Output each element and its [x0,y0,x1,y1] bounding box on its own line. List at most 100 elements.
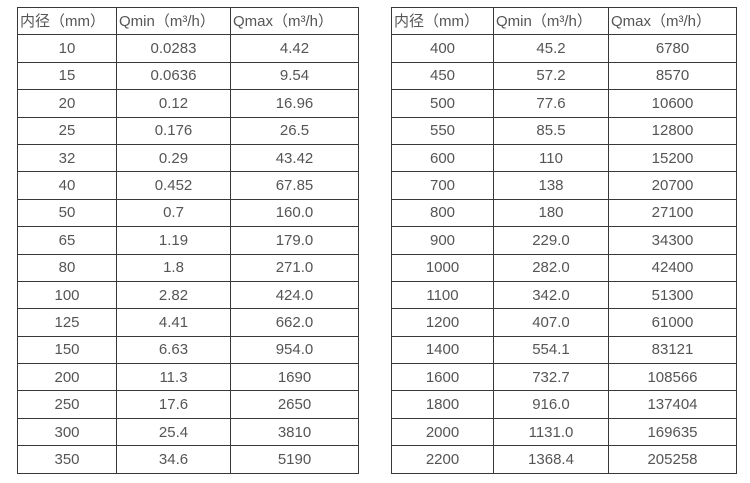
table-cell: 15 [17,61,117,91]
table-cell: 1368.4 [493,445,609,474]
col-header-qmax: Qmax（m³/h） [230,6,359,36]
table-cell: 26.5 [230,116,359,145]
table-cell: 1400 [391,335,494,365]
table-cell: 271.0 [230,253,359,282]
table-cell: 10600 [608,89,737,118]
table-cell: 342.0 [493,280,609,310]
table-cell: 0.12 [116,89,231,118]
table-row: 450 57.2 8570 [391,61,737,91]
col-header-qmin: Qmin（m³/h） [493,6,609,36]
table-cell: 916.0 [493,390,609,419]
table-row: 900 229.0 34300 [391,226,737,255]
table-cell: 662.0 [230,308,359,337]
table-cell: 15200 [608,143,737,173]
table-cell: 0.0283 [116,34,231,63]
table-cell: 40 [17,171,117,200]
table-cell: 229.0 [493,226,609,255]
flow-table-large-diameters: 内径（mm） Qmin（m³/h） Qmax（m³/h） 400 45.2 6780… [391,6,737,474]
table-cell: 1.8 [116,253,231,282]
table-cell: 700 [391,171,494,200]
table-cell: 1800 [391,390,494,419]
table-cell: 250 [17,390,117,419]
table-cell: 43.42 [230,143,359,173]
table-row: 100 2.82 424.0 [17,280,359,310]
table-cell: 16.96 [230,89,359,118]
table-cell: 205258 [608,445,737,474]
table-cell: 554.1 [493,335,609,365]
table-cell: 50 [17,198,117,228]
table-row: 550 85.5 12800 [391,116,737,145]
table-cell: 110 [493,143,609,173]
table-row: 2000 1131.0 169635 [391,417,737,447]
table-cell: 65 [17,226,117,255]
table-cell: 8570 [608,61,737,91]
table-cell: 954.0 [230,335,359,365]
table-cell: 1100 [391,280,494,310]
table-row: 800 180 27100 [391,198,737,228]
table-cell: 4.41 [116,308,231,337]
table-cell: 61000 [608,308,737,337]
table-cell: 300 [17,417,117,447]
table-cell: 6.63 [116,335,231,365]
col-header-qmin: Qmin（m³/h） [116,6,231,36]
table-cell: 350 [17,445,117,474]
table-cell: 137404 [608,390,737,419]
table-row: 250 17.6 2650 [17,390,359,419]
table-row: 700 138 20700 [391,171,737,200]
table-cell: 3810 [230,417,359,447]
table-cell: 500 [391,89,494,118]
table-row: 20 0.12 16.96 [17,89,359,118]
table-row: 400 45.2 6780 [391,34,737,63]
table-cell: 85.5 [493,116,609,145]
table-cell: 200 [17,363,117,392]
table-row: 80 1.8 271.0 [17,253,359,282]
table-cell: 2000 [391,417,494,447]
table-cell: 0.176 [116,116,231,145]
table-cell: 407.0 [493,308,609,337]
col-header-inner-diameter: 内径（mm） [17,6,117,36]
table-cell: 108566 [608,363,737,392]
table-cell: 550 [391,116,494,145]
table-cell: 100 [17,280,117,310]
table-cell: 282.0 [493,253,609,282]
table-header-row: 内径（mm） Qmin（m³/h） Qmax（m³/h） [391,6,737,36]
table-cell: 424.0 [230,280,359,310]
table-cell: 179.0 [230,226,359,255]
table-cell: 169635 [608,417,737,447]
table-cell: 150 [17,335,117,365]
table-body: 10 0.0283 4.42 15 0.0636 9.54 20 0.12 16.96 25 0.1… [17,34,359,474]
flow-table-small-diameters: 内径（mm） Qmin（m³/h） Qmax（m³/h） 10 0.0283 4.4… [17,6,359,474]
table-cell: 5190 [230,445,359,474]
table-row: 300 25.4 3810 [17,417,359,447]
table-row: 65 1.19 179.0 [17,226,359,255]
table-cell: 180 [493,198,609,228]
table-cell: 1200 [391,308,494,337]
table-cell: 34300 [608,226,737,255]
table-row: 15 0.0636 9.54 [17,61,359,91]
table-cell: 20 [17,89,117,118]
table-cell: 11.3 [116,363,231,392]
table-cell: 138 [493,171,609,200]
table-header-row: 内径（mm） Qmin（m³/h） Qmax（m³/h） [17,6,359,36]
table-cell: 1690 [230,363,359,392]
table-row: 10 0.0283 4.42 [17,34,359,63]
table-body: 400 45.2 6780 450 57.2 8570 500 77.6 10600 550 85.… [391,34,737,474]
table-row: 1000 282.0 42400 [391,253,737,282]
table-cell: 160.0 [230,198,359,228]
table-cell: 20700 [608,171,737,200]
table-cell: 900 [391,226,494,255]
table-cell: 6780 [608,34,737,63]
table-row: 1600 732.7 108566 [391,363,737,392]
table-cell: 77.6 [493,89,609,118]
table-row: 32 0.29 43.42 [17,143,359,173]
table-row: 200 11.3 1690 [17,363,359,392]
table-row: 1100 342.0 51300 [391,280,737,310]
table-cell: 25.4 [116,417,231,447]
table-cell: 51300 [608,280,737,310]
table-cell: 1600 [391,363,494,392]
table-cell: 12800 [608,116,737,145]
table-cell: 57.2 [493,61,609,91]
table-cell: 800 [391,198,494,228]
table-row: 350 34.6 5190 [17,445,359,474]
